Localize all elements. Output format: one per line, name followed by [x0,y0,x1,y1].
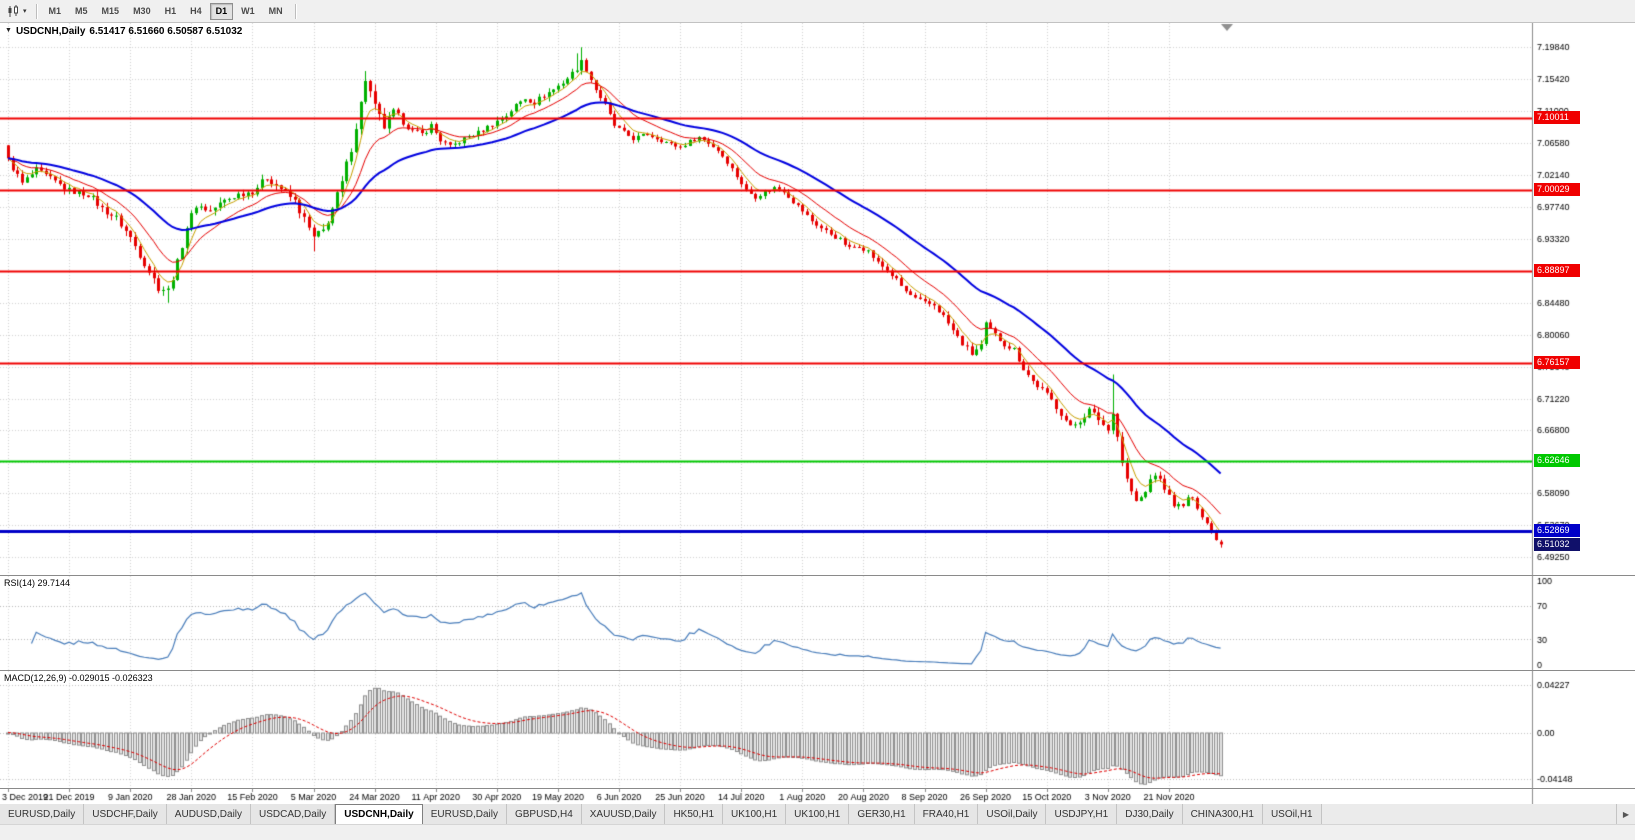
timeframe-h4-button[interactable]: H4 [190,5,202,16]
chart-tab-7-xauusd-daily[interactable]: XAUUSD,Daily [581,804,666,824]
chart-tab-1-usdchf-daily[interactable]: USDCHF,Daily [84,804,167,824]
timeframe-m1-button[interactable]: M1 [48,5,62,16]
main-chart-panel: ▼ USDCNH,Daily 6.51417 6.51660 6.50587 6… [0,23,1635,575]
hline-price-label: 6.52869 [1534,524,1580,537]
timeframe-d1-button[interactable]: D1 [209,2,234,20]
timeframe-h1-button[interactable]: H1 [164,5,177,16]
current-price-label: 6.51032 [1534,538,1580,551]
hline-price-label: 7.00029 [1534,183,1580,196]
chart-tab-5-eurusd-daily[interactable]: EURUSD,Daily [422,804,507,824]
chart-tab-6-gbpusd-h4[interactable]: GBPUSD,H4 [506,804,582,824]
toolbar-separator [294,3,296,19]
timeframe-toolbar: ▾ M1 M5 M15 M30 H1 H4 D1 W1 MN [0,0,1635,23]
timeframe-m30-button[interactable]: M30 [133,5,151,16]
timeframe-mn-button[interactable]: MN [268,5,283,16]
macd-indicator-panel: MACD(12,26,9) -0.029015 -0.026323 [0,670,1635,789]
timeframe-w1-button[interactable]: W1 [241,5,255,16]
chart-tab-13-usoil-daily[interactable]: USOil,Daily [978,804,1047,824]
hline-price-label: 6.62646 [1534,454,1580,467]
chart-type-button[interactable]: ▾ [3,3,31,20]
chart-tabs-group: EURUSD,Daily USDCHF,Daily AUDUSD,Daily USDC… [0,804,1322,824]
candlestick-chart-icon [8,4,18,17]
timeframe-m15-button[interactable]: M15 [101,5,120,16]
chart-tab-17-usoil-h1[interactable]: USOil,H1 [1262,804,1322,824]
rsi-canvas[interactable] [0,576,1635,671]
toolbar-separator [35,3,37,19]
hline-price-label: 6.88897 [1534,264,1580,277]
chart-tab-4-usdcnh-daily[interactable]: USDCNH,Daily [335,804,423,824]
chart-tab-3-usdcad-daily[interactable]: USDCAD,Daily [251,804,336,824]
rsi-indicator-panel: RSI(14) 29.7144 [0,575,1635,671]
chart-tab-2-audusd-daily[interactable]: AUDUSD,Daily [166,804,252,824]
chevron-down-icon: ▾ [23,8,27,15]
chart-tab-14-usdjpy-h1[interactable]: USDJPY,H1 [1046,804,1118,824]
hline-price-label: 6.76157 [1534,356,1580,369]
date-axis-canvas [0,789,1635,804]
chart-tab-11-ger30-h1[interactable]: GER30,H1 [849,804,915,824]
chart-tab-8-hk50-h1[interactable]: HK50,H1 [665,804,724,824]
chart-tab-16-china300-h1[interactable]: CHINA300,H1 [1182,804,1263,824]
main-chart-canvas[interactable] [0,23,1635,575]
chart-tab-10-uk100-h1[interactable]: UK100,H1 [786,804,850,824]
chart-tab-15-dj30-daily[interactable]: DJ30,Daily [1117,804,1183,824]
hline-price-label: 7.10011 [1534,111,1580,124]
chart-tab-0-eurusd-daily[interactable]: EURUSD,Daily [0,804,85,824]
chart-tab-9-uk100-h1[interactable]: UK100,H1 [723,804,787,824]
timeframe-m5-button[interactable]: M5 [75,5,88,16]
timeframe-buttons-group: M1 M5 M15 M30 H1 H4 D1 W1 MN [42,2,290,21]
macd-canvas[interactable] [0,671,1635,789]
tab-scroll-right-button[interactable]: ▶ [1615,804,1635,824]
chart-tab-12-fra40-h1[interactable]: FRA40,H1 [914,804,979,824]
date-axis[interactable] [0,788,1635,804]
chart-tabbar: EURUSD,Daily USDCHF,Daily AUDUSD,Daily USDC… [0,803,1635,824]
bottom-strip [0,824,1635,840]
